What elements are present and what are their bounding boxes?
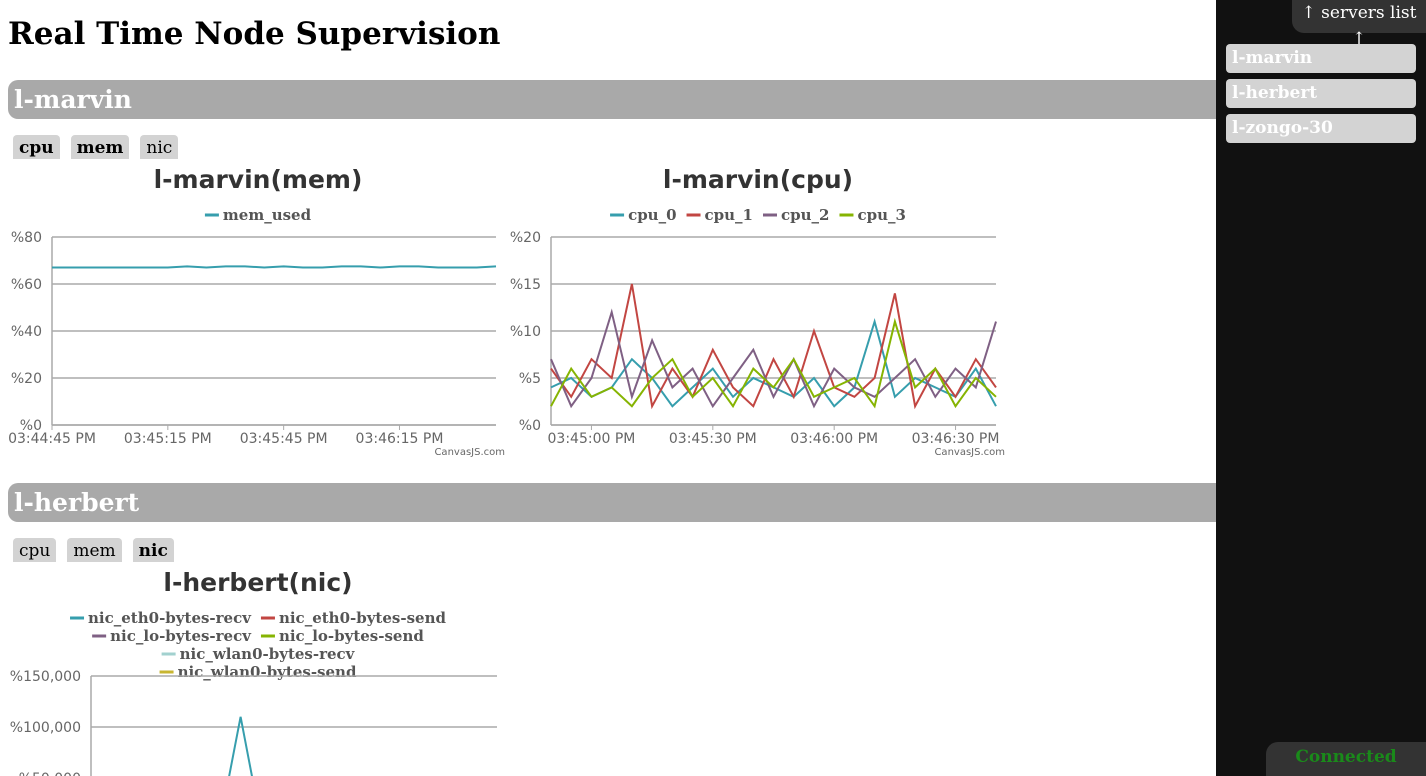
chart-title: l-marvin(mem) bbox=[154, 165, 363, 194]
line-series bbox=[550, 308, 997, 409]
x-tick-label: 03:46:30 PM bbox=[912, 431, 1000, 447]
legend-item: nic_eth0-bytes-send bbox=[260, 609, 447, 627]
x-tick-label: 03:46:00 PM bbox=[790, 431, 878, 447]
chart: l-marvin(mem) mem_used %0 %20 %40 %60 %80 03:44… bbox=[8, 165, 505, 458]
y-tick-label: %60 bbox=[11, 277, 42, 293]
legend-item: nic_lo-bytes-send bbox=[260, 627, 424, 645]
x-tick-label: 03:46:15 PM bbox=[356, 431, 444, 447]
legend-label: cpu_2 bbox=[781, 206, 829, 224]
legend-label: mem_used bbox=[223, 206, 312, 224]
legend-label: cpu_3 bbox=[857, 206, 905, 224]
legend-label: nic_lo-bytes-send bbox=[279, 627, 424, 645]
y-tick-label: %80 bbox=[11, 230, 42, 246]
line-series bbox=[550, 317, 997, 409]
y-tick-label: %100,000 bbox=[10, 720, 81, 736]
legend-label: nic_wlan0-bytes-recv bbox=[180, 645, 356, 663]
server-link[interactable]: l-herbert bbox=[1226, 79, 1416, 108]
x-tick-label: 03:45:30 PM bbox=[669, 431, 757, 447]
legend-label: nic_eth0-bytes-recv bbox=[88, 609, 252, 627]
tab[interactable]: mem bbox=[67, 538, 122, 562]
y-tick-label: %20 bbox=[510, 230, 541, 246]
line-series bbox=[52, 265, 497, 269]
tab[interactable]: cpu bbox=[13, 135, 60, 159]
chart: l-herbert(nic) nic_eth0-bytes-recv nic_eth… bbox=[10, 568, 497, 776]
legend-label: cpu_0 bbox=[628, 206, 676, 224]
y-tick-label: %0 bbox=[519, 418, 541, 434]
chart-title: l-herbert(nic) bbox=[163, 568, 352, 597]
chart: l-marvin(cpu) cpu_0 cpu_1 cpu_2 cpu_3 %0 %5 %10… bbox=[510, 165, 1005, 458]
legend-item: nic_wlan0-bytes-recv bbox=[161, 645, 356, 663]
servers-toggle[interactable]: ↑ servers list ↑ bbox=[1292, 0, 1426, 49]
legend-item: cpu_0 bbox=[610, 206, 677, 224]
legend-item: mem_used bbox=[204, 206, 312, 224]
x-tick-label: 03:44:45 PM bbox=[8, 431, 96, 447]
line-series bbox=[228, 716, 253, 776]
server-link[interactable]: l-marvin bbox=[1226, 44, 1416, 73]
y-tick-label: %20 bbox=[11, 371, 42, 387]
legend-label: nic_eth0-bytes-send bbox=[279, 609, 447, 627]
y-tick-label: %5 bbox=[519, 371, 541, 387]
page-title: Real Time Node Supervision bbox=[8, 16, 501, 52]
legend-item: cpu_2 bbox=[763, 206, 829, 224]
y-tick-label: %50,000 bbox=[19, 771, 81, 776]
tab[interactable]: nic bbox=[140, 135, 179, 159]
credit: CanvasJS.com bbox=[934, 447, 1005, 458]
legend-label: nic_wlan0-bytes-send bbox=[178, 663, 357, 681]
x-tick-label: 03:45:15 PM bbox=[124, 431, 212, 447]
tab-bar: cpu mem nic bbox=[13, 538, 174, 562]
y-tick-label: %150,000 bbox=[10, 669, 81, 685]
chart-title: l-marvin(cpu) bbox=[663, 165, 853, 194]
server-header[interactable]: l-herbert bbox=[8, 483, 1238, 522]
server-link[interactable]: l-zongo-30 bbox=[1226, 114, 1416, 143]
sidebar: ↑ servers list ↑ l-marvin l-herbert l-zo… bbox=[1216, 0, 1426, 776]
connection-status: Connected bbox=[1266, 742, 1426, 776]
legend-label: nic_lo-bytes-recv bbox=[110, 627, 252, 645]
y-tick-label: %10 bbox=[510, 324, 541, 340]
tab[interactable]: cpu bbox=[13, 538, 57, 562]
x-tick-label: 03:45:45 PM bbox=[240, 431, 328, 447]
line-series bbox=[550, 283, 997, 410]
y-tick-label: %40 bbox=[11, 324, 42, 340]
tab[interactable]: nic bbox=[132, 538, 174, 562]
legend-item: nic_wlan0-bytes-send bbox=[159, 663, 357, 681]
x-tick-label: 03:45:00 PM bbox=[548, 431, 636, 447]
legend-item: nic_lo-bytes-recv bbox=[92, 627, 252, 645]
server-header[interactable]: l-marvin bbox=[8, 80, 1238, 119]
y-tick-label: %0 bbox=[20, 418, 42, 434]
legend-item: cpu_1 bbox=[686, 206, 753, 224]
legend-item: cpu_3 bbox=[839, 206, 906, 224]
legend-item: nic_eth0-bytes-recv bbox=[70, 609, 252, 627]
tab[interactable]: mem bbox=[70, 135, 130, 159]
credit: CanvasJS.com bbox=[434, 447, 505, 458]
y-tick-label: %15 bbox=[510, 277, 541, 293]
legend-label: cpu_1 bbox=[705, 206, 753, 224]
tab-bar: cpu mem nic bbox=[13, 135, 179, 159]
